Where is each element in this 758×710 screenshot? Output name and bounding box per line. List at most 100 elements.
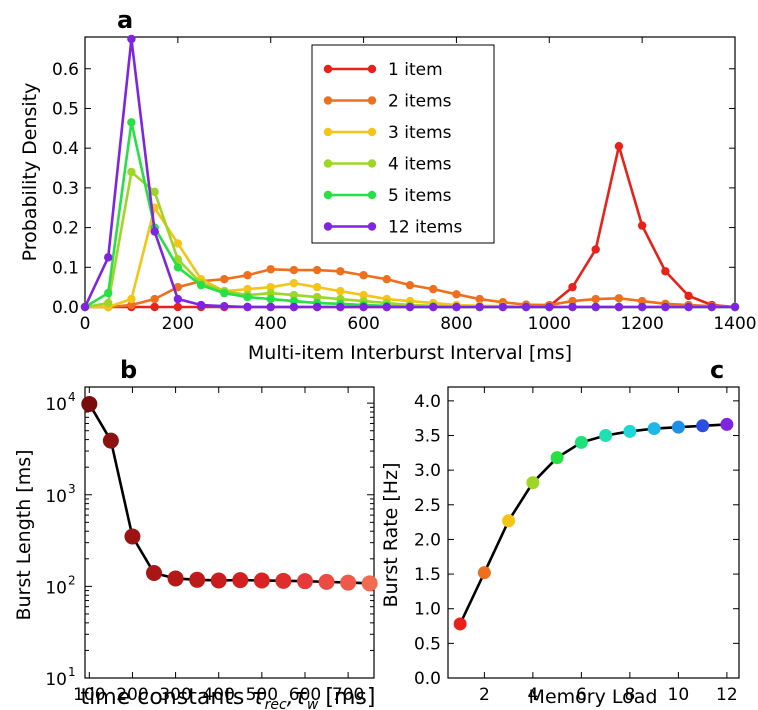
y-tick-exponent: 4 [68,390,76,404]
data-point [289,265,299,275]
y-tick-label: 10 [45,487,67,507]
data-point [671,420,685,434]
legend-marker [323,222,333,231]
y-tick-label: 0.2 [52,219,79,239]
data-point [196,280,206,290]
y-tick-label: 0.3 [52,179,79,199]
panel-b-y-axis-label: Burst Length [ms] [13,449,35,620]
panel-a-series [80,34,740,312]
y-tick-exponent: 1 [68,665,76,679]
data-point [296,573,313,590]
x-tick-label: 500 [246,685,278,705]
data-point [146,564,163,581]
data-point [361,575,378,592]
data-point [647,422,661,436]
data-point [150,302,159,312]
data-point [382,275,391,284]
data-point [127,34,136,44]
y-tick-label: 0.5 [414,634,441,654]
data-point [637,221,647,230]
data-point [312,292,322,302]
data-point [382,302,391,312]
panel-b-frame [84,386,375,679]
panel-c-y-axis-label: Burst Rate [Hz] [380,463,402,608]
data-point [150,294,159,304]
data-point [429,302,438,312]
data-point [104,253,113,262]
y-tick-label: 0.0 [52,298,79,318]
data-point [453,617,467,631]
data-point [696,419,710,433]
x-tick-label: 0 [80,314,91,334]
x-tick-label: 1000 [528,314,571,334]
x-tick-label: 1200 [621,314,664,334]
legend-marker [367,96,377,105]
legend-label: 12 items [388,218,462,238]
panel-c: c 2 4 6 8 10 12 0.0 0.5 1.0 1.5 2.0 2.5 3.0 3.5 4.0 Me… [380,356,740,708]
data-point [266,294,275,304]
data-point [312,265,322,275]
legend-marker [367,222,377,231]
y-tick-label: 10 [45,670,67,690]
y-tick-label: 2.5 [414,496,441,516]
y-tick-label: 3.0 [414,461,441,481]
legend-marker [323,64,333,74]
data-point [266,302,275,312]
data-point [312,302,322,312]
x-tick-label: 300 [159,685,191,705]
data-point [359,302,368,312]
x-tick-label: 10 [668,685,690,705]
data-point [661,267,670,276]
data-point [684,302,693,312]
x-tick-label: 2 [479,685,490,705]
series-line [88,403,370,585]
panel-b-letter: b [120,356,137,384]
data-point [289,290,299,300]
data-point [220,275,229,284]
data-point [275,572,292,589]
data-point [167,570,184,587]
legend-label: 2 items [388,92,452,112]
panel-c-x-axis-label: Memory Load [529,686,658,708]
x-tick-label: 400 [254,314,286,334]
x-tick-label: 400 [202,685,234,705]
data-point [591,294,600,304]
series-line [458,423,727,625]
data-point [173,239,183,248]
x-tick-label: 6 [576,685,587,705]
data-point [124,528,141,545]
data-point [318,573,335,590]
data-point [104,298,113,308]
data-point [623,424,637,438]
data-point [173,263,183,272]
data-point [127,300,136,310]
data-point [637,296,647,306]
data-point [289,278,299,288]
data-point [568,282,577,292]
y-tick-label: 0.0 [414,669,441,689]
data-point [614,294,624,303]
data-point [526,476,540,490]
y-tick-label: 2.0 [414,530,441,550]
data-point [173,302,183,312]
data-point [289,296,299,306]
data-point [102,432,119,449]
panel-c-ticks: 2 4 6 8 10 12 0.0 0.5 1.0 1.5 2.0 2.5 3.0 3.5 4.0 [414,387,739,705]
y-tick-label: 10 [45,578,67,598]
data-point [312,282,322,292]
x-tick-label: 1400 [713,314,756,334]
data-point [243,271,252,280]
data-point [405,302,415,312]
data-point [730,302,740,312]
legend-label: 4 items [388,155,452,175]
data-point [173,294,183,304]
data-point [266,265,275,274]
data-point [359,290,368,300]
data-point [498,302,508,312]
panel-a-y-axis-label: Probability Density [19,83,41,262]
data-point [150,227,159,236]
data-point [637,302,647,312]
data-point [80,302,90,312]
